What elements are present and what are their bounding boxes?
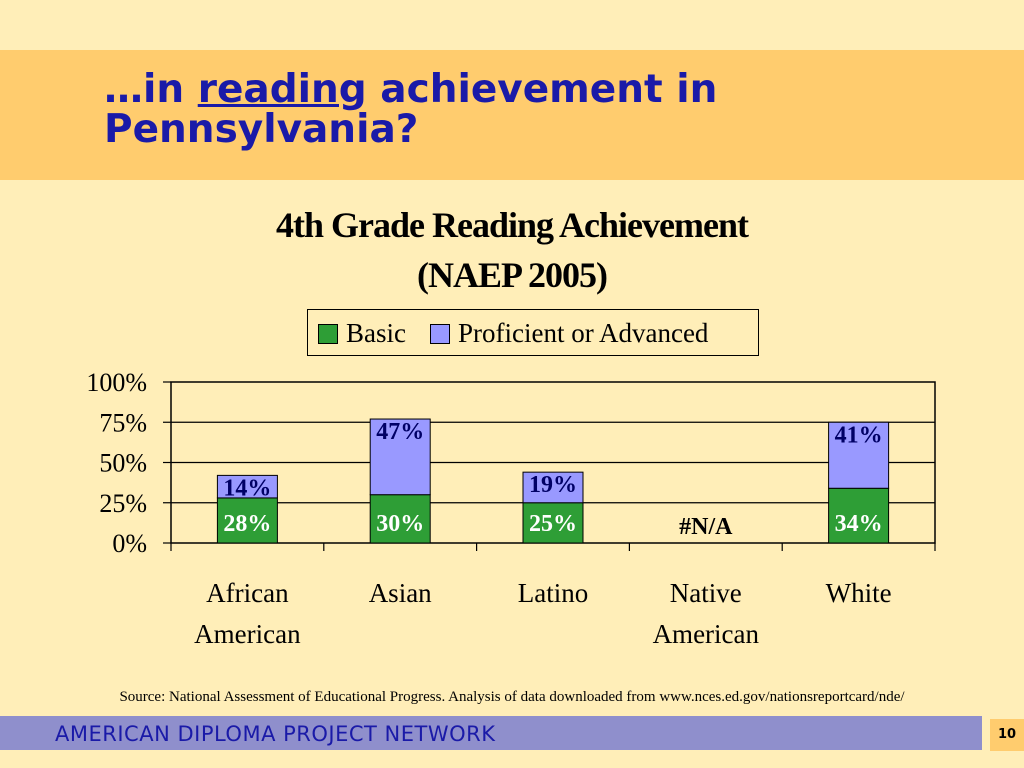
title-part1: …in <box>104 67 198 112</box>
na-label: #N/A <box>679 514 733 540</box>
title-part2: achievement in <box>366 67 718 112</box>
source-note: Source: National Assessment of Education… <box>119 689 905 705</box>
bar-basic <box>828 487 890 544</box>
legend-item-basic: Basic <box>318 318 406 349</box>
bar-proficient <box>828 421 890 489</box>
legend-label-basic: Basic <box>346 318 406 348</box>
bar-basic <box>369 494 431 544</box>
category-label: Latino <box>518 578 588 608</box>
data-label-basic: 34% <box>835 511 883 537</box>
footer-bar <box>0 716 982 750</box>
legend-item-proficient: Proficient or Advanced <box>430 318 708 349</box>
chart-title-main: 4th Grade Reading Achievement <box>276 205 749 245</box>
y-tick-label: 100% <box>86 368 147 397</box>
category-label: American <box>653 619 760 649</box>
footer-text: AMERICAN DIPLOMA PROJECT NETWORK <box>55 722 496 746</box>
bar-basic <box>216 497 278 544</box>
title-line2: Pennsylvania? <box>104 107 419 152</box>
title-emphasis: reading <box>197 67 367 112</box>
data-label-proficient: 14% <box>223 475 271 501</box>
title-band <box>0 50 1024 180</box>
y-tick-label: 75% <box>99 408 147 437</box>
legend-label-proficient: Proficient or Advanced <box>458 318 709 348</box>
chart-subtitle: (NAEP 2005) <box>417 255 608 295</box>
bar-proficient <box>216 474 278 499</box>
data-label-basic: 25% <box>529 511 577 537</box>
data-label-proficient: 41% <box>835 422 883 448</box>
chart-title: 4th Grade Reading Achievement (NAEP 2005) <box>0 200 1024 300</box>
chart-legend: Basic Proficient or Advanced <box>307 309 759 356</box>
y-tick-label: 50% <box>99 449 147 478</box>
category-label: Native <box>670 578 742 608</box>
legend-swatch-basic <box>318 323 338 344</box>
category-label: African <box>206 578 289 608</box>
legend-swatch-proficient <box>430 323 450 344</box>
data-label-basic: 28% <box>223 511 271 537</box>
y-tick-label: 0% <box>112 529 147 558</box>
category-label: White <box>826 578 892 608</box>
y-tick-label: 25% <box>99 489 147 518</box>
category-label: American <box>194 619 301 649</box>
category-label: Asian <box>369 578 432 608</box>
data-label-proficient: 47% <box>376 419 424 445</box>
bar-proficient <box>522 471 584 504</box>
data-label-proficient: 19% <box>529 472 577 498</box>
slide-title: …in reading achievement in Pennsylvania? <box>104 70 717 150</box>
page-number: 10 <box>990 719 1024 751</box>
bar-proficient <box>369 418 431 496</box>
data-label-basic: 30% <box>376 511 424 537</box>
